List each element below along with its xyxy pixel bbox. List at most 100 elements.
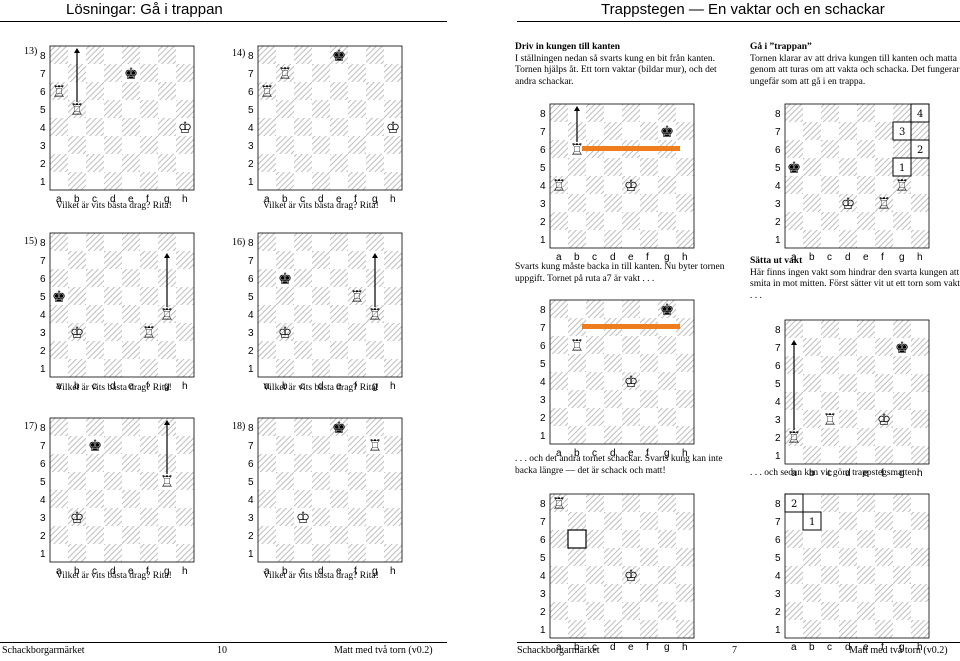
file-label: a bbox=[56, 381, 62, 392]
board-square bbox=[348, 454, 366, 472]
rank-label: 3 bbox=[248, 141, 254, 152]
rank-label: 1 bbox=[40, 549, 46, 560]
board-square bbox=[586, 494, 604, 512]
board-square bbox=[366, 323, 384, 341]
board-square bbox=[366, 100, 384, 118]
file-label: b bbox=[809, 252, 815, 263]
board-square bbox=[658, 548, 676, 566]
board-square bbox=[366, 341, 384, 359]
board-square bbox=[122, 305, 140, 323]
board-square bbox=[176, 172, 194, 190]
board-square bbox=[857, 158, 875, 176]
board-square bbox=[68, 172, 86, 190]
board-square bbox=[622, 584, 640, 602]
board-square bbox=[875, 356, 893, 374]
board-square bbox=[857, 548, 875, 566]
board-square bbox=[622, 212, 640, 230]
rank-label: 5 bbox=[775, 379, 781, 390]
board-square bbox=[839, 530, 857, 548]
board-square bbox=[785, 212, 803, 230]
chessboard: 8 7 6 5 4 3 2 1a b c d e f g h ♚♔ ♖♖ bbox=[40, 232, 195, 392]
board-square bbox=[676, 336, 694, 354]
staircase-step bbox=[802, 511, 822, 531]
board-square bbox=[676, 426, 694, 444]
board-square bbox=[50, 341, 68, 359]
board-square bbox=[568, 494, 586, 512]
board-square bbox=[384, 287, 402, 305]
board-square bbox=[384, 526, 402, 544]
board-square bbox=[366, 172, 384, 190]
rank-label: 3 bbox=[40, 141, 46, 152]
black-king-icon: ♚ bbox=[88, 436, 102, 455]
board-square bbox=[258, 100, 276, 118]
board-square bbox=[785, 584, 803, 602]
black-king-icon: ♚ bbox=[895, 338, 909, 357]
file-label: g bbox=[899, 642, 905, 653]
board-square bbox=[568, 230, 586, 248]
board-square bbox=[839, 410, 857, 428]
board-square bbox=[104, 64, 122, 82]
board-square bbox=[68, 287, 86, 305]
board-square bbox=[68, 100, 86, 118]
board-square bbox=[68, 305, 86, 323]
board-square bbox=[821, 494, 839, 512]
white-rook-icon: ♖ bbox=[260, 82, 274, 101]
board-square bbox=[622, 300, 640, 318]
board-square bbox=[893, 602, 911, 620]
board-square bbox=[384, 490, 402, 508]
board-square bbox=[104, 490, 122, 508]
board-square bbox=[640, 530, 658, 548]
board-square bbox=[821, 320, 839, 338]
board-square bbox=[785, 602, 803, 620]
board-square bbox=[122, 46, 140, 64]
board-square bbox=[176, 154, 194, 172]
board-problem-15: 8 7 6 5 4 3 2 1 a b c d e f g h ♚ ♔ ♖ ♖ bbox=[36, 229, 204, 395]
file-label: f bbox=[881, 642, 884, 653]
board-square bbox=[893, 374, 911, 392]
board-square bbox=[803, 140, 821, 158]
board-square bbox=[348, 418, 366, 436]
board-square bbox=[911, 410, 929, 428]
board-square bbox=[911, 584, 929, 602]
board-square bbox=[104, 269, 122, 287]
board-square bbox=[821, 428, 839, 446]
file-label: a bbox=[556, 252, 562, 263]
board-square bbox=[176, 454, 194, 472]
board-square bbox=[294, 454, 312, 472]
board-square bbox=[158, 82, 176, 100]
board-square bbox=[384, 418, 402, 436]
board-square bbox=[68, 454, 86, 472]
board-square bbox=[122, 172, 140, 190]
board-square bbox=[839, 104, 857, 122]
board-square bbox=[348, 472, 366, 490]
board-square bbox=[312, 172, 330, 190]
board-square bbox=[821, 176, 839, 194]
board-square bbox=[86, 323, 104, 341]
rank-label: 7 bbox=[775, 343, 781, 354]
board-square bbox=[50, 172, 68, 190]
board-square bbox=[348, 544, 366, 562]
board-square bbox=[875, 530, 893, 548]
board-square bbox=[658, 354, 676, 372]
white-king-icon: ♔ bbox=[278, 323, 292, 342]
board-square bbox=[176, 305, 194, 323]
board-square bbox=[50, 490, 68, 508]
file-label: a bbox=[56, 194, 62, 205]
board-square bbox=[604, 584, 622, 602]
board-square bbox=[568, 426, 586, 444]
file-label: g bbox=[372, 194, 378, 205]
board-square bbox=[604, 122, 622, 140]
board-square bbox=[550, 530, 568, 548]
board-square bbox=[176, 118, 194, 136]
rank-label: 6 bbox=[775, 535, 781, 546]
board-square bbox=[911, 602, 929, 620]
board-square bbox=[586, 122, 604, 140]
board-square bbox=[821, 512, 839, 530]
board-square bbox=[676, 176, 694, 194]
board-square bbox=[658, 194, 676, 212]
file-label: e bbox=[628, 642, 634, 653]
board-square bbox=[276, 64, 294, 82]
board-square bbox=[122, 287, 140, 305]
board-square bbox=[140, 490, 158, 508]
